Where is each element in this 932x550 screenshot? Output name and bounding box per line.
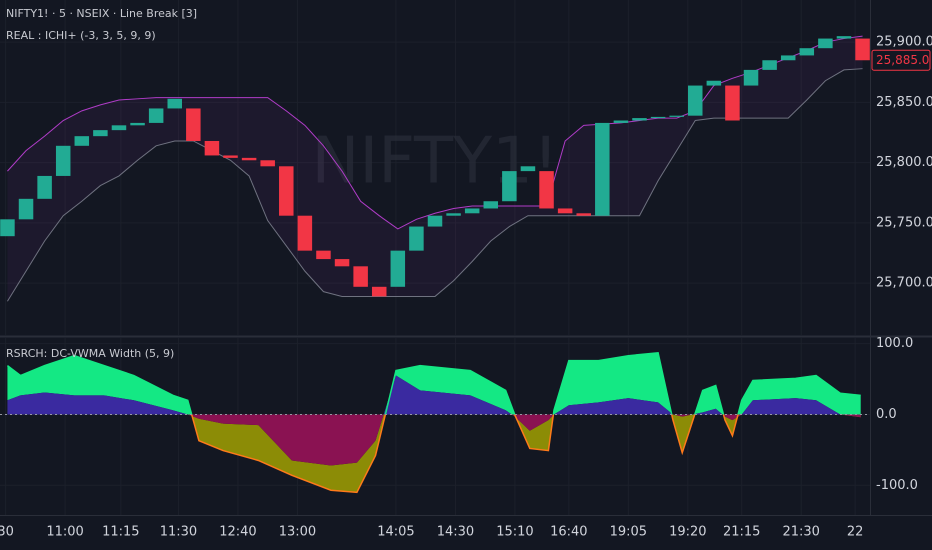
lower-band <box>7 68 863 302</box>
brick <box>223 155 238 158</box>
brick <box>130 122 145 126</box>
brick <box>576 213 591 216</box>
brick <box>502 171 517 202</box>
width-area <box>187 414 861 493</box>
brick <box>669 115 684 117</box>
x-tick-label: 15:10 <box>496 525 533 540</box>
brick <box>279 166 294 216</box>
y-tick-label: 25,800.0 <box>876 155 932 170</box>
brick <box>353 266 368 287</box>
brick <box>111 125 127 131</box>
chart-title: NIFTY1! · 5 · NSEIX · Line Break [3] <box>6 7 197 20</box>
x-tick-label: 21:15 <box>723 525 760 540</box>
brick <box>334 259 350 267</box>
last-price-tag <box>871 49 931 71</box>
watermark: NIFTY1! <box>312 125 559 199</box>
brick <box>18 198 34 220</box>
y-tick-label: 100.0 <box>876 336 913 351</box>
brick <box>539 171 554 209</box>
brick <box>55 145 71 176</box>
x-tick-label: 12:40 <box>219 525 256 540</box>
width-line <box>190 414 739 494</box>
brick <box>241 157 257 161</box>
brick <box>780 55 796 61</box>
brick <box>427 215 443 227</box>
brick <box>557 208 573 214</box>
y-tick-label: 25,700.0 <box>876 276 932 291</box>
x-tick-label: 19:20 <box>669 525 706 540</box>
indicator-label: RSRCH: DC-VWMA Width (5, 9) <box>6 347 174 360</box>
brick <box>613 120 629 123</box>
brick <box>520 166 536 172</box>
brick <box>93 130 108 137</box>
width-line <box>6 352 861 415</box>
x-tick-label: 19:05 <box>610 525 647 540</box>
brick <box>836 36 852 39</box>
x-tick-label: 14:05 <box>377 525 414 540</box>
last-price-label: 25,885.0 <box>876 53 929 67</box>
x-tick-label: 11:00 <box>46 525 83 540</box>
brick <box>37 175 52 199</box>
brick <box>0 219 15 237</box>
y-tick-label: 25,750.0 <box>876 215 932 230</box>
y-tick-label: 25,850.0 <box>876 95 932 110</box>
x-tick-label: 11:15 <box>102 525 139 540</box>
brick <box>725 85 740 121</box>
brick <box>743 69 759 86</box>
band-fill <box>7 36 863 302</box>
brick <box>688 85 703 116</box>
brick <box>464 208 480 214</box>
brick <box>204 140 220 156</box>
brick <box>409 226 424 251</box>
x-tick-label: 14:30 <box>437 525 474 540</box>
brick <box>762 60 777 70</box>
x-tick-label: 30 <box>0 525 14 540</box>
brick <box>706 80 722 86</box>
brick <box>650 116 666 119</box>
brick <box>297 215 313 251</box>
brick <box>74 136 90 146</box>
x-tick-label: 21:30 <box>782 525 819 540</box>
brick <box>483 201 499 209</box>
brick <box>818 38 833 49</box>
brick <box>632 118 647 121</box>
brick <box>148 108 164 123</box>
brick <box>595 122 610 216</box>
indicator-pane <box>0 338 870 515</box>
brick <box>316 250 331 260</box>
base-area <box>7 375 841 415</box>
brick <box>799 48 815 56</box>
price-pane: NIFTY1! <box>0 35 870 302</box>
y-tick-label: -100.0 <box>876 478 918 493</box>
brick <box>186 108 201 141</box>
brick <box>390 250 406 287</box>
brick <box>260 160 275 167</box>
brick <box>446 213 461 216</box>
brick <box>371 286 387 297</box>
x-tick-label: 16:40 <box>550 525 587 540</box>
x-tick-label: 13:00 <box>279 525 316 540</box>
indicator-label: REAL : ICHI+ (-3, 3, 5, 9, 9) <box>6 29 156 42</box>
y-tick-label: 25,900.0 <box>876 35 932 50</box>
x-tick-label: 11:30 <box>160 525 197 540</box>
brick <box>855 38 870 61</box>
width-area <box>7 352 861 415</box>
x-tick-label: 22 <box>847 525 864 540</box>
brick <box>167 98 182 109</box>
y-tick-label: 0.0 <box>876 407 897 422</box>
